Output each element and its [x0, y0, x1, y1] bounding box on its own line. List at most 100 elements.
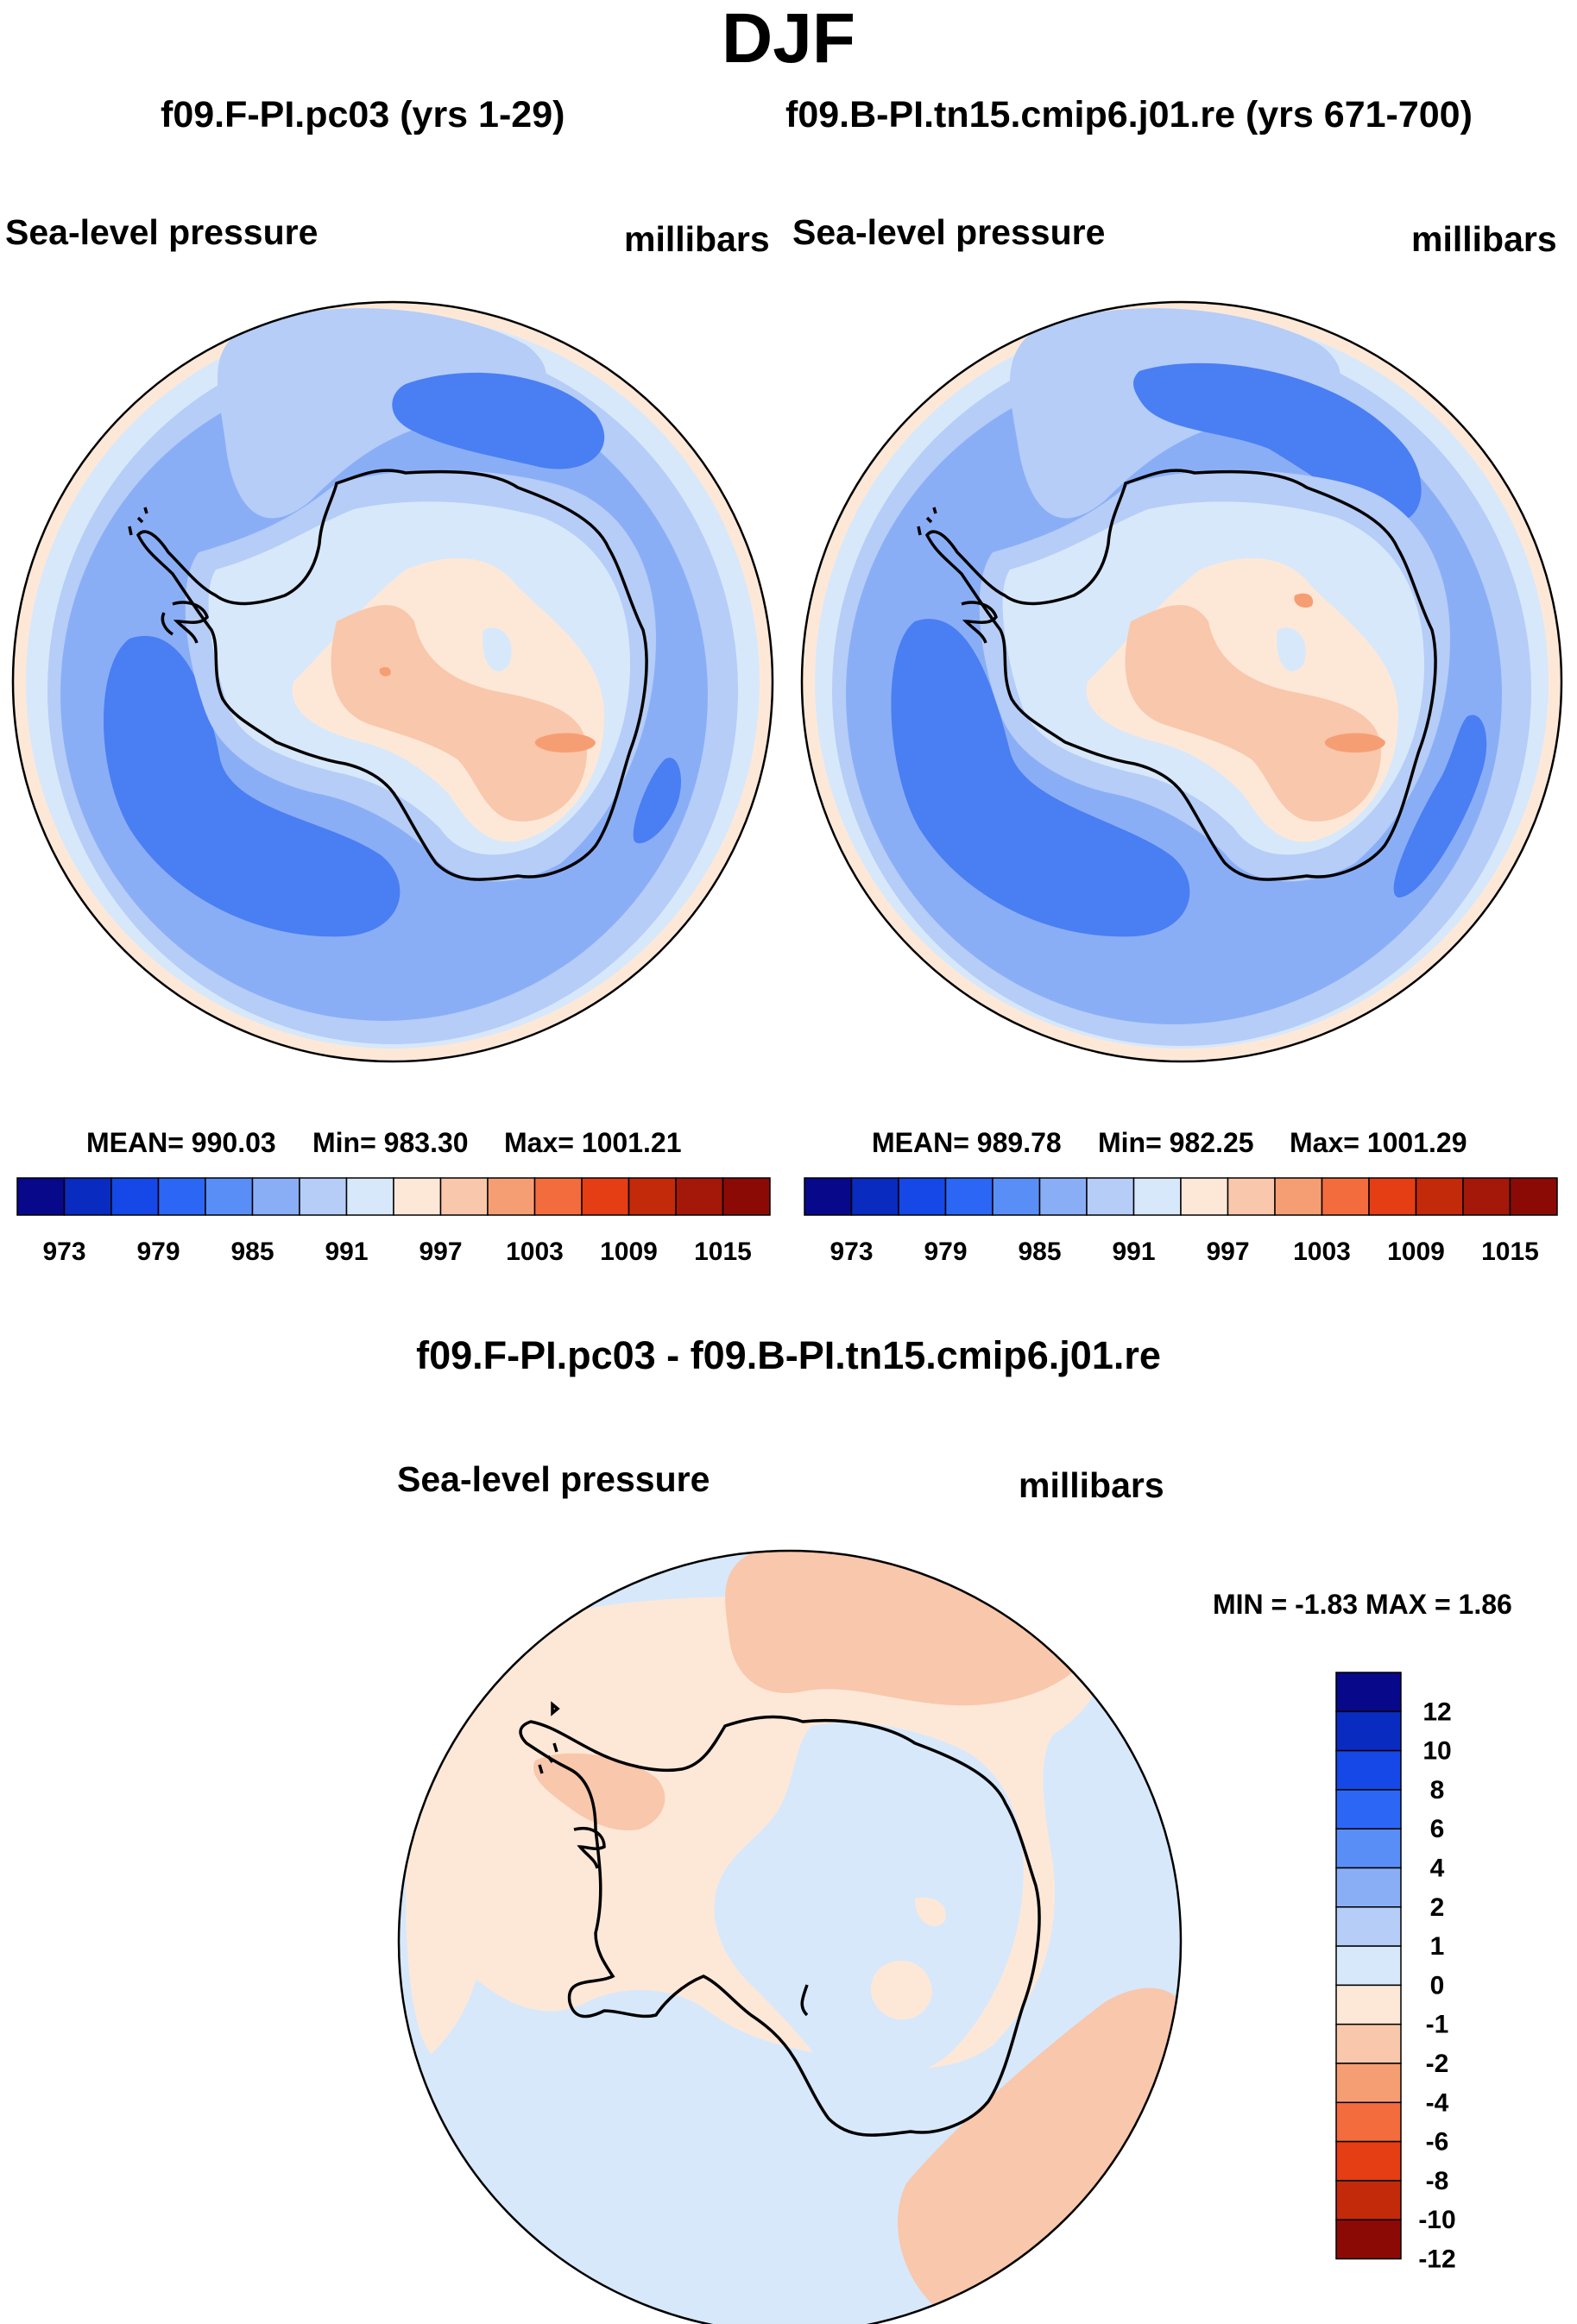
contour-region [218, 308, 546, 519]
colorbar-tick-label: 1015 [694, 1238, 752, 1266]
main-title: DJF [722, 0, 855, 78]
right-mean-stat: MEAN= 989.78 [872, 1127, 1062, 1158]
colorbar-swatch [1335, 1984, 1402, 2025]
colorbar-tick-label: -4 [1426, 2088, 1449, 2117]
colorbar-swatch [1227, 1177, 1276, 1216]
colorbar-tick-label: 4 [1430, 1855, 1445, 1883]
colorbar-swatch [1132, 1177, 1182, 1216]
colorbar-swatch [1274, 1177, 1323, 1216]
contour-region [633, 758, 682, 844]
contour-region [898, 1987, 1181, 2324]
colorbar-swatch [804, 1177, 853, 1216]
colorbar-tick-label: 991 [1112, 1238, 1155, 1266]
colorbar-swatch [850, 1177, 899, 1216]
colorbar-swatch [157, 1177, 206, 1216]
colorbar-tick-label: 6 [1430, 1815, 1445, 1843]
colorbar-swatch [1335, 1867, 1402, 1908]
colorbar-swatch [1335, 1749, 1402, 1791]
diff-units-label: millibars [1019, 1465, 1164, 1505]
contour-region [1133, 362, 1422, 522]
colorbar-tick-label: 12 [1422, 1697, 1451, 1726]
colorbar-swatch [1321, 1177, 1370, 1216]
colorbar-tick-label: 0 [1430, 1971, 1445, 2000]
colorbar-swatch [628, 1177, 677, 1216]
colorbar-swatch [439, 1177, 489, 1216]
colorbar-swatch [1335, 2063, 1402, 2104]
colorbar-tick-label: 2 [1430, 1893, 1445, 1922]
colorbar-tick-label: 973 [830, 1238, 873, 1266]
colorbar-swatch [1335, 2023, 1402, 2064]
left-colorbar: 973 979 985 991 997 1003 1009 1015 [16, 1177, 771, 1266]
right-map [800, 300, 1563, 1063]
colorbar-tick-label: -8 [1426, 2167, 1449, 2195]
left-case-title: f09.F-PI.pc03 (yrs 1-29) [161, 94, 565, 135]
colorbar-swatch [1335, 2140, 1402, 2182]
right-case-title: f09.B-PI.tn15.cmip6.j01.re (yrs 671-700) [785, 94, 1473, 135]
left-map [11, 300, 774, 1063]
colorbar-tick-label: -2 [1426, 2050, 1449, 2078]
colorbar-swatch [722, 1177, 771, 1216]
contour-region [392, 372, 605, 469]
contour-region [725, 1551, 1085, 1706]
colorbar-swatch [1335, 1828, 1402, 1869]
contour-region [891, 619, 1190, 937]
colorbar-tick-label: 997 [1206, 1238, 1249, 1266]
colorbar-swatch [898, 1177, 947, 1216]
colorbar-swatch [393, 1177, 442, 1216]
left-max-stat: Max= 1001.21 [504, 1127, 682, 1158]
left-units-label: millibars [624, 219, 770, 259]
colorbar-swatch [1368, 1177, 1417, 1216]
colorbar-tick-label: -10 [1418, 2206, 1455, 2234]
contour-region [714, 1723, 1024, 2082]
contour-region [915, 1897, 946, 1926]
colorbar-tick-label: 985 [230, 1238, 274, 1266]
colorbar-tick-label: 1009 [600, 1238, 658, 1266]
colorbar-swatch [1335, 2101, 1402, 2143]
colorbar-swatch [16, 1177, 66, 1216]
contour-region [1277, 627, 1306, 671]
contour-region [533, 1753, 665, 1830]
left-field-label: Sea-level pressure [5, 212, 319, 252]
left-mean-stat: MEAN= 990.03 [86, 1127, 276, 1158]
contour-region [1393, 715, 1487, 897]
colorbar-tick-label: -6 [1426, 2128, 1449, 2157]
contour-region [331, 605, 587, 822]
contour-region [1294, 593, 1314, 608]
colorbar-swatch [1335, 1710, 1402, 1752]
colorbar-swatch [1415, 1177, 1464, 1216]
diff-field-label: Sea-level pressure [397, 1459, 710, 1499]
colorbar-swatch [992, 1177, 1041, 1216]
diff-title: f09.F-PI.pc03 - f09.B-PI.tn15.cmip6.j01.… [416, 1333, 1161, 1377]
colorbar-tick-label: 991 [325, 1238, 368, 1266]
colorbar-swatch [1335, 2180, 1402, 2220]
contour-region [104, 635, 401, 937]
right-units-label: millibars [1411, 219, 1557, 259]
colorbar-tick-label: -12 [1418, 2245, 1455, 2274]
colorbar-swatch [944, 1177, 994, 1216]
colorbar-swatch [581, 1177, 630, 1216]
right-field-label: Sea-level pressure [792, 212, 1106, 252]
colorbar-tick-label: 985 [1018, 1238, 1061, 1266]
colorbar-swatch [1509, 1177, 1558, 1216]
contour-region [1324, 733, 1385, 753]
colorbar-swatch [299, 1177, 348, 1216]
colorbar-swatch [63, 1177, 112, 1216]
contour-region [870, 1960, 932, 2020]
colorbar-swatch [1335, 2219, 1402, 2260]
colorbar-tick-label: 10 [1422, 1737, 1451, 1766]
diff-minmax-stat: MIN = -1.83 MAX = 1.86 [1213, 1589, 1512, 1620]
left-min-stat: Min= 983.30 [312, 1127, 469, 1158]
colorbar-tick-label: 8 [1430, 1776, 1445, 1804]
colorbar-swatch [1180, 1177, 1229, 1216]
colorbar-tick-label: 1009 [1387, 1238, 1445, 1266]
coastline [917, 469, 1437, 881]
colorbar-tick-label: 979 [924, 1238, 967, 1266]
colorbar-tick-label: 997 [419, 1238, 462, 1266]
contour-region [406, 1795, 483, 2054]
colorbar-tick-label: 1003 [1293, 1238, 1351, 1266]
colorbar-swatch [1086, 1177, 1135, 1216]
colorbar-swatch [345, 1177, 394, 1216]
colorbar-tick-label: 973 [42, 1238, 85, 1266]
